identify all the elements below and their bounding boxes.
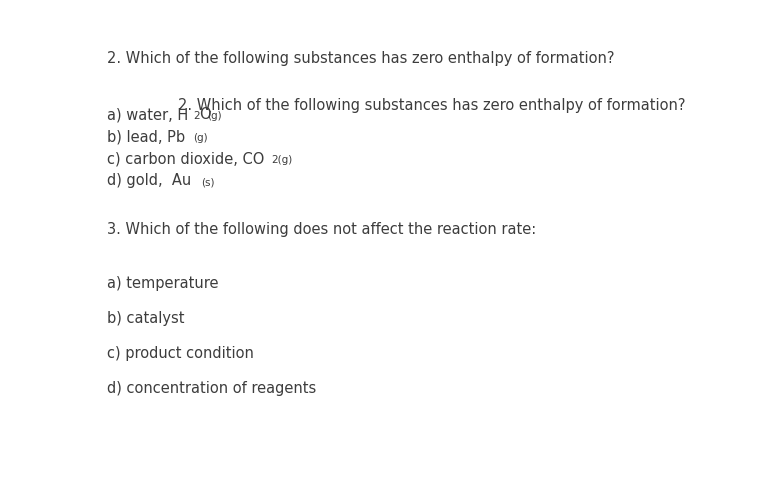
Text: O: O <box>199 107 211 122</box>
Text: c) product condition: c) product condition <box>107 346 253 361</box>
Text: d) gold,  Au: d) gold, Au <box>107 173 191 188</box>
Text: a) temperature: a) temperature <box>107 276 218 291</box>
Text: 2. Which of the following substances has zero enthalpy of formation?: 2. Which of the following substances has… <box>107 51 614 66</box>
Text: (s): (s) <box>201 177 215 187</box>
Text: c) carbon dioxide, CO: c) carbon dioxide, CO <box>107 151 264 166</box>
Text: b) lead, Pb: b) lead, Pb <box>107 129 185 144</box>
Text: d) concentration of reagents: d) concentration of reagents <box>107 381 316 396</box>
Text: a) water, H: a) water, H <box>107 107 188 122</box>
Text: (g): (g) <box>207 111 221 121</box>
Text: 2(g): 2(g) <box>272 155 293 165</box>
Text: (g): (g) <box>193 133 208 143</box>
Text: 3. Which of the following does not affect the reaction rate:: 3. Which of the following does not affec… <box>107 222 536 237</box>
Text: 2. Which of the following substances has zero enthalpy of formation?: 2. Which of the following substances has… <box>178 98 685 113</box>
Text: 2: 2 <box>193 111 199 121</box>
Text: b) catalyst: b) catalyst <box>107 311 184 326</box>
